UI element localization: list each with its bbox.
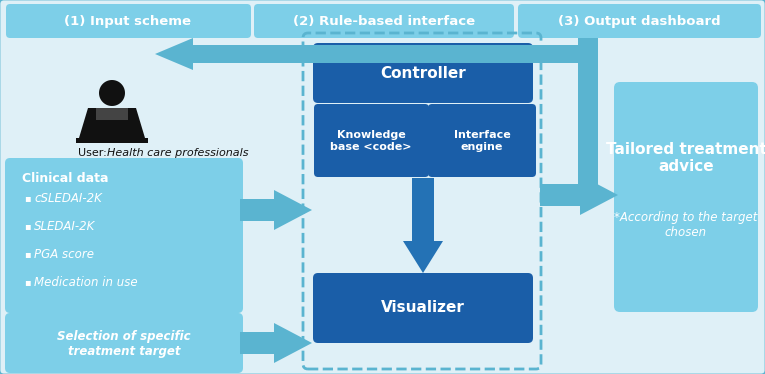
Text: Controller: Controller [380, 65, 466, 80]
Text: ▪: ▪ [24, 277, 31, 287]
Text: ▪: ▪ [24, 221, 31, 231]
Polygon shape [99, 80, 125, 106]
Polygon shape [403, 178, 443, 273]
Polygon shape [79, 108, 145, 138]
Text: SLEDAI-2K: SLEDAI-2K [34, 220, 96, 233]
FancyBboxPatch shape [5, 158, 243, 313]
Polygon shape [240, 190, 312, 230]
FancyBboxPatch shape [314, 104, 429, 177]
FancyBboxPatch shape [6, 4, 251, 38]
FancyBboxPatch shape [614, 82, 758, 312]
Text: Knowledge
base <code>: Knowledge base <code> [330, 130, 412, 152]
Text: cSLEDAI-2K: cSLEDAI-2K [34, 191, 102, 205]
FancyBboxPatch shape [518, 4, 761, 38]
Polygon shape [155, 38, 595, 70]
Polygon shape [240, 323, 312, 363]
Polygon shape [540, 175, 618, 215]
Text: (3) Output dashboard: (3) Output dashboard [558, 15, 721, 28]
FancyBboxPatch shape [428, 104, 536, 177]
Text: Selection of specific
treatment target: Selection of specific treatment target [57, 330, 190, 358]
Text: Visualizer: Visualizer [381, 300, 465, 316]
Text: Clinical data: Clinical data [22, 172, 109, 184]
Text: User:: User: [78, 148, 110, 158]
Text: ▪: ▪ [24, 249, 31, 259]
Text: (2) Rule-based interface: (2) Rule-based interface [293, 15, 475, 28]
Text: PGA score: PGA score [34, 248, 94, 261]
Text: (1) Input scheme: (1) Input scheme [64, 15, 191, 28]
Polygon shape [96, 108, 128, 120]
Text: Interface
engine: Interface engine [454, 130, 510, 152]
FancyBboxPatch shape [254, 4, 514, 38]
Text: Tailored treatment
advice: Tailored treatment advice [606, 142, 765, 174]
FancyBboxPatch shape [313, 273, 533, 343]
Text: *According to the target
chosen: *According to the target chosen [614, 211, 757, 239]
Text: Medication in use: Medication in use [34, 276, 138, 288]
FancyBboxPatch shape [313, 43, 533, 103]
Text: Health care professionals: Health care professionals [107, 148, 249, 158]
FancyBboxPatch shape [5, 313, 243, 373]
Polygon shape [76, 138, 148, 143]
Polygon shape [578, 38, 598, 195]
Text: ▪: ▪ [24, 193, 31, 203]
